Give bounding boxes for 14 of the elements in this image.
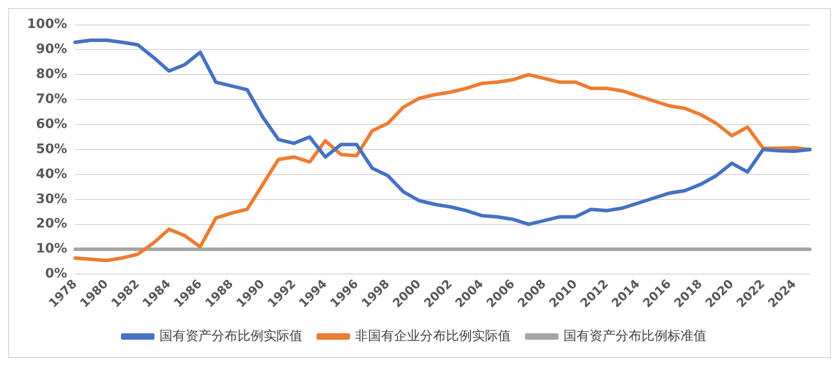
legend-label: 非国有企业分布比例实际值 xyxy=(354,328,511,344)
y-tick-label: 0% xyxy=(45,266,68,282)
y-tick-label: 40% xyxy=(36,166,68,182)
y-tick-label: 30% xyxy=(36,192,68,207)
y-tick-label: 100% xyxy=(26,17,68,32)
y-tick-label: 50% xyxy=(36,142,68,157)
y-tick-label: 80% xyxy=(36,67,68,82)
legend-label: 国有资产分布比例标准值 xyxy=(563,328,706,344)
y-tick-label: 70% xyxy=(36,92,68,107)
y-tick-label: 60% xyxy=(36,116,68,132)
y-tick-label: 20% xyxy=(36,216,68,232)
legend-label: 国有资产分布比例实际值 xyxy=(159,328,302,344)
y-tick-label: 10% xyxy=(36,242,68,257)
y-tick-label: 90% xyxy=(36,42,68,58)
